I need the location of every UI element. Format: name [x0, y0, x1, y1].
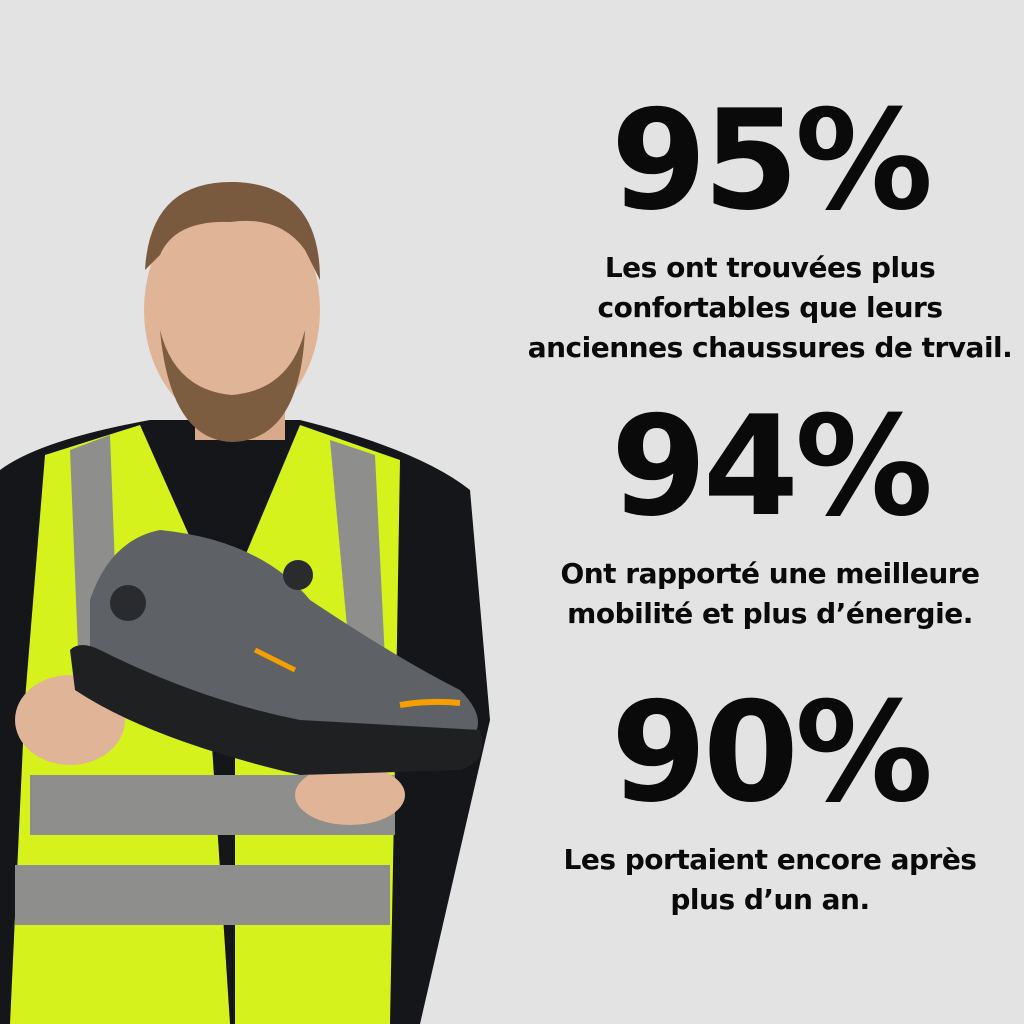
- work-shoe: [70, 530, 483, 775]
- stat-caption: Ont rapporté une meilleure mobilité et p…: [560, 557, 980, 630]
- stat-caption: Les portaient encore après plus d’un an.: [563, 843, 977, 916]
- stat-comfort: 95% Les ont trouvées plus confortables q…: [520, 92, 1020, 368]
- stat-value: 94%: [610, 386, 933, 547]
- stat-value: 95%: [610, 80, 933, 241]
- stat-longevity: 90% Les portaient encore après plus d’un…: [520, 684, 1020, 920]
- stat-value: 90%: [610, 672, 933, 833]
- stat-caption: Les ont trouvées plus confortables que l…: [527, 251, 1013, 364]
- stat-mobility: 94% Ont rapporté une meilleure mobilité …: [520, 398, 1020, 634]
